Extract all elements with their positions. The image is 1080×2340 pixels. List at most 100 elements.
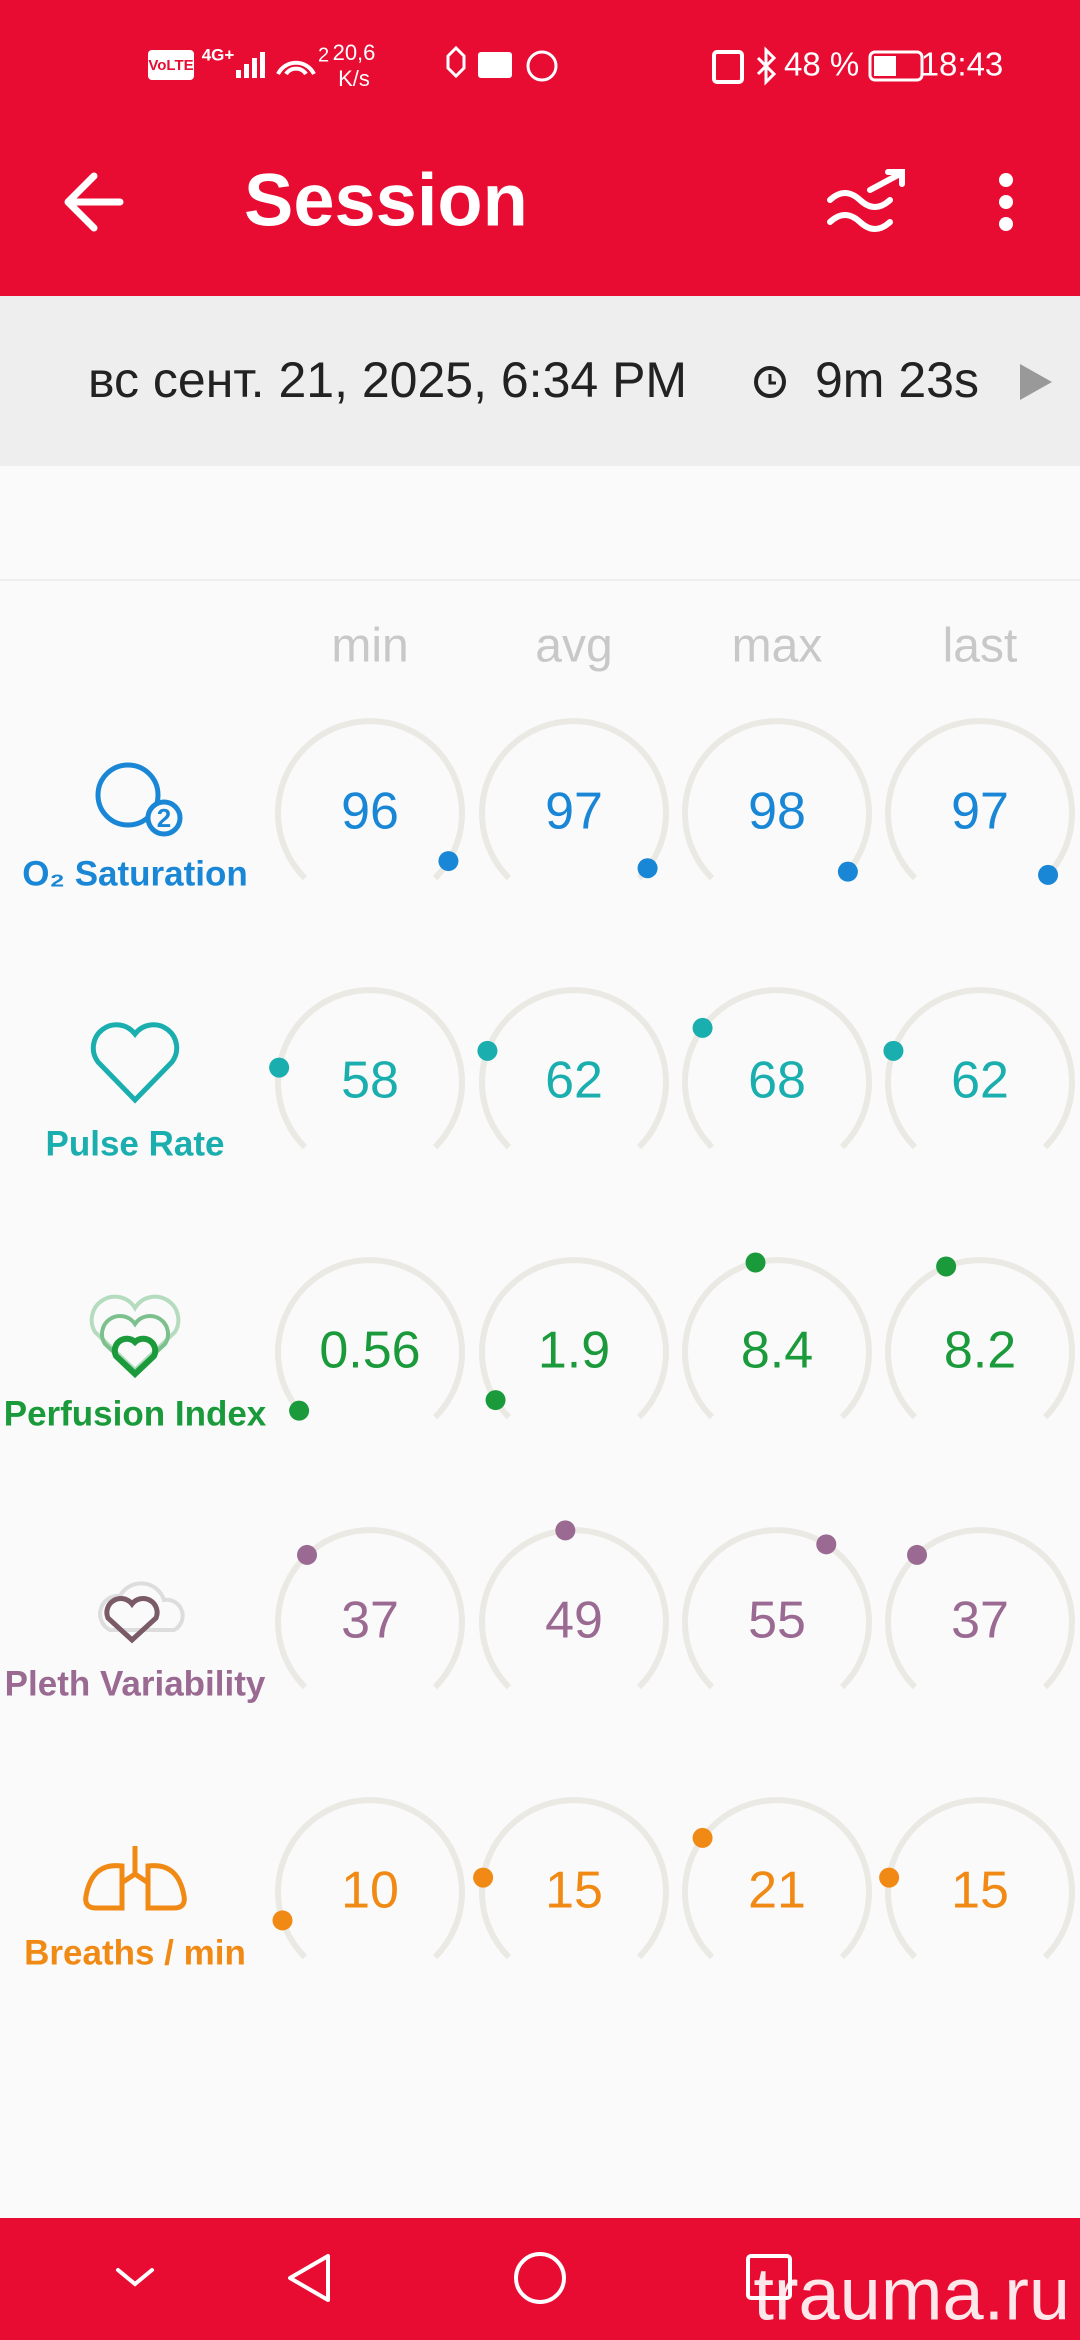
gauge-dot [555,1520,576,1541]
session-duration: 9m 23s [815,352,979,408]
nav-home[interactable] [514,2252,566,2304]
trend-button[interactable] [827,169,905,232]
gauge-value: 21 [748,1862,806,1920]
gauge-track [682,1797,872,1960]
row-label: Pulse Rate [46,1124,225,1163]
gauge-dot [485,1390,506,1411]
column-header: last [943,620,1018,673]
nav-back[interactable] [288,2254,330,2302]
gauge-dot [883,1040,904,1061]
gauge-dot [269,1057,290,1078]
gauge-value: 0.56 [319,1322,420,1380]
clock-hands [768,374,776,385]
row-label: Perfusion Index [4,1394,267,1433]
gauge-dot [438,851,459,872]
row-label: Pleth Variability [5,1664,266,1703]
gauge-track [885,718,1075,881]
column-header: avg [535,620,612,673]
check-icon [526,50,558,82]
gauge-value: 15 [545,1862,603,1920]
sim: 2 [318,44,329,66]
pleth-icon [98,1581,185,1644]
signal-icon [236,52,265,78]
session-bar [0,296,1080,466]
play-button[interactable] [1020,364,1052,400]
gauge-value: 55 [748,1592,806,1650]
volte: VoLTE [148,57,193,74]
gauge-dot [692,1827,713,1848]
lungs-icon [83,1846,187,1911]
gauge-track [275,1257,465,1420]
gauge-track [885,1527,1075,1690]
row-label: O₂ Saturation [22,854,248,893]
gauge-track [479,1797,669,1960]
svg-text:2: 2 [157,803,171,833]
gauge-track [682,718,872,881]
app-bar [0,0,1080,296]
gauge-track [682,987,872,1150]
gauge-value: 15 [951,1862,1009,1920]
gauge-dot [289,1400,310,1421]
gauge-dot [1038,864,1059,885]
shield-icon [446,45,466,79]
battery-text: 48 % [784,46,859,83]
bluetooth-icon [756,46,777,86]
speed: 20,6 [333,40,376,65]
gauge-track [885,1257,1075,1420]
gauge-dot [879,1867,900,1888]
battery-level [874,56,896,76]
mail-icon [478,52,512,78]
gauge-track [275,1797,465,1960]
gauge-dot [745,1252,766,1273]
clock-icon [754,366,786,398]
gauge-track [479,1257,669,1420]
gauge-value: 37 [951,1592,1009,1650]
menu-button[interactable] [999,173,1013,231]
gauge-value: 58 [341,1052,399,1110]
o2-icon: 2 [95,762,183,837]
gauge-value: 97 [545,783,603,841]
gauge-value: 62 [545,1052,603,1110]
gauge-dot [936,1256,957,1277]
network: 4G+ [202,45,235,64]
gauge-dot [837,861,858,882]
gauge-dot [816,1534,837,1555]
gauge-track [682,1527,872,1690]
gauge-track [682,1257,872,1420]
perfusion-icon [89,1294,181,1379]
gauge-dot [637,858,658,879]
nfc-icon [712,50,744,84]
nav-recents[interactable] [746,2254,792,2300]
gauge-value: 96 [341,783,399,841]
hotspot-icon [276,60,316,76]
gauge-track [275,1527,465,1690]
battery-icon [868,50,924,82]
clock: 18:43 [921,46,1004,83]
gauge-track [479,987,669,1150]
column-header: min [331,620,408,673]
gauge-value: 68 [748,1052,806,1110]
gauge-dot [473,1867,494,1888]
volte-badge [148,50,194,80]
gauge-value: 49 [545,1592,603,1650]
column-header: max [732,620,823,673]
nav-hide[interactable] [116,2268,154,2287]
gauge-value: 8.4 [741,1322,813,1380]
gauge-dot [907,1544,928,1565]
gauge-track [275,718,465,881]
gauge-value: 37 [341,1592,399,1650]
gauge-value: 1.9 [538,1322,610,1380]
gauge-track [885,987,1075,1150]
gauge-dot [272,1910,293,1931]
watermark: trauma.ru [753,2253,1070,2336]
back-button[interactable] [64,172,124,232]
nav-bar [0,2218,1080,2340]
gauge-value: 10 [341,1862,399,1920]
gauge-value: 97 [951,783,1009,841]
gauge-track [885,1797,1075,1960]
gauge-dot [297,1544,318,1565]
row-label: Breaths / min [24,1933,246,1972]
title: Session [244,159,528,242]
gauge-track [479,718,669,881]
